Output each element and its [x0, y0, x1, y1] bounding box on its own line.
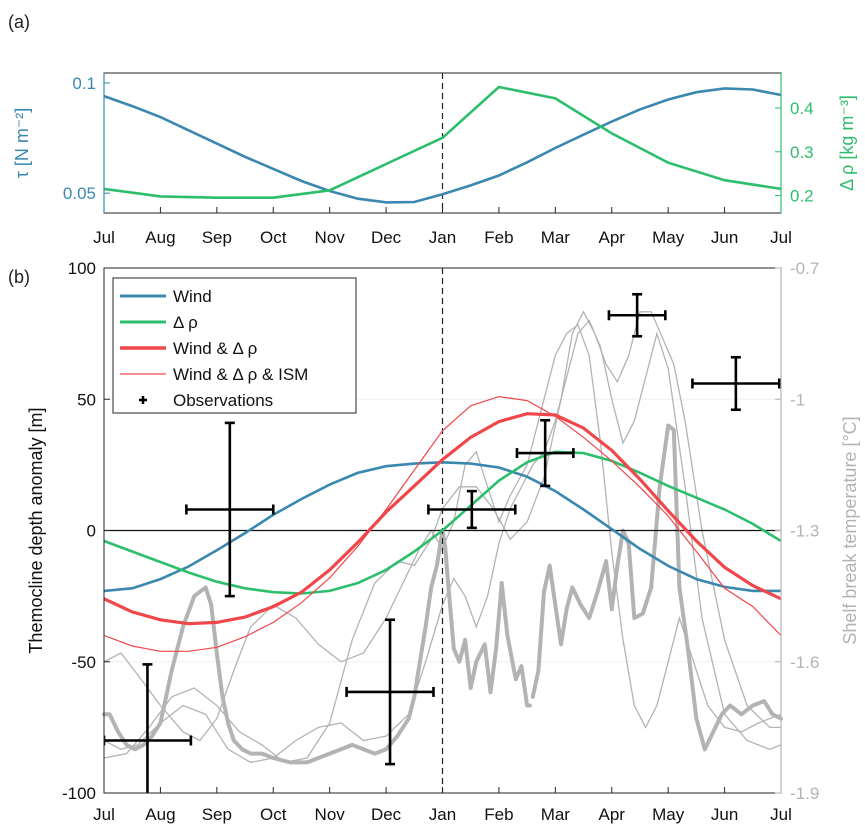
panel-b-right-axis-label: Shelf break temperature [°C]	[840, 416, 860, 644]
observation-marker	[515, 418, 575, 488]
panel-b-x-tick-label: Jun	[711, 805, 738, 824]
panel-b-observations	[104, 292, 781, 793]
legend-label-observations: Observations	[173, 391, 273, 410]
legend-label-wind: Wind	[173, 287, 212, 306]
panel-b-temperature-line-thick	[530, 423, 783, 752]
panel-b-left-tick-label: 100	[68, 259, 96, 278]
panel-b-left-tick-label: 50	[77, 390, 96, 409]
panel-b-drho-line	[103, 450, 782, 595]
panel-a-x-tick-label: Aug	[145, 228, 175, 247]
panel-a-x-tick-label: May	[652, 228, 685, 247]
observation-marker	[607, 292, 667, 338]
panel-b-wind-line	[103, 460, 781, 593]
panel-b-right-tick-label: -1.3	[790, 522, 819, 541]
panel-b-temperature-line-thin	[103, 310, 781, 764]
observation-marker	[691, 355, 781, 412]
panel-b-left-axis-label: Themocline depth anomaly [m]	[26, 407, 46, 653]
panel-b-left-tick-label: -100	[62, 784, 96, 803]
panel-a: (a) Jul Aug Sep Oct Nov Dec Jan Feb Mar Apr May Jun…	[8, 12, 857, 247]
observation-marker	[104, 663, 193, 793]
legend-swatch-observations	[139, 396, 147, 404]
panel-b-right-tick-label: -0.7	[790, 259, 819, 278]
panel-b-x-tick-label: Oct	[260, 805, 287, 824]
panel-b-x-tick-label: Sep	[202, 805, 232, 824]
panel-b-x-tick-label: Jul	[770, 805, 792, 824]
panel-b-x-tick-label: Apr	[599, 805, 626, 824]
panel-a-tau-line	[103, 87, 782, 204]
panel-a-right-tick-label: 0.3	[790, 143, 814, 162]
panel-a-x-tick-label: Feb	[484, 228, 513, 247]
panel-a-x-tick-label: Jan	[429, 228, 456, 247]
panel-b-left-tick-label: -50	[71, 653, 96, 672]
panel-a-x-tick-label: Apr	[599, 228, 626, 247]
panel-a-x-tick-label: Jul	[93, 228, 115, 247]
panel-a-left-axis-label: τ [N m⁻²]	[12, 108, 32, 179]
panel-b-temperature-line-thick	[102, 528, 532, 765]
panel-b-x-axis: Jul Aug Sep Oct Nov Dec Jan Feb Mar Apr May Jun Jul	[93, 787, 792, 824]
panel-b-x-tick-label: Feb	[484, 805, 513, 824]
panel-a-right-axis: 0.2 0.3 0.4	[775, 73, 814, 213]
panel-a-right-tick-label: 0.2	[790, 187, 814, 206]
panel-b-right-tick-label: -1	[790, 390, 805, 409]
observation-marker	[185, 421, 275, 598]
panel-b: (b) Jul Aug Sep Oct Nov Dec Jan Feb Mar Apr May Jun…	[8, 259, 860, 824]
panel-a-drho-line	[103, 85, 782, 199]
panel-b-x-tick-label: Mar	[541, 805, 571, 824]
panel-b-wind-drho-line	[103, 412, 782, 626]
observation-marker	[345, 618, 435, 766]
panel-b-right-axis: -1.9 -1.6 -1.3 -1 -0.7	[775, 259, 819, 803]
panel-b-label: (b)	[8, 267, 30, 287]
panel-b-x-tick-label: Nov	[315, 805, 346, 824]
panel-b-x-tick-label: Aug	[145, 805, 175, 824]
legend: Wind Δ ρ Wind & Δ ρ Wind & Δ ρ & ISM Obs…	[112, 277, 357, 414]
legend-label-drho: Δ ρ	[173, 313, 198, 332]
panel-b-x-tick-label: Dec	[371, 805, 402, 824]
panel-a-label: (a)	[8, 12, 30, 32]
panel-a-left-tick-label: 0.05	[63, 184, 96, 203]
panel-a-right-tick-label: 0.4	[790, 99, 814, 118]
panel-a-plot-area	[103, 73, 782, 213]
panel-a-x-tick-label: Mar	[541, 228, 571, 247]
panel-a-right-axis-label: Δ ρ [kg m⁻³]	[837, 95, 857, 191]
panel-a-x-tick-label: Oct	[260, 228, 287, 247]
panel-b-left-tick-label: 0	[87, 522, 96, 541]
panel-b-wind-drho-ism-line	[103, 395, 782, 652]
legend-label-ism: Wind & Δ ρ & ISM	[173, 365, 308, 384]
panel-b-temperature-line-thin	[103, 323, 782, 742]
panel-b-left-axis: -100 -50 0 50 100	[62, 259, 110, 803]
panel-a-x-tick-label: Nov	[315, 228, 346, 247]
legend-box	[112, 277, 357, 414]
legend-label-combined: Wind & Δ ρ	[173, 339, 257, 358]
panel-a-x-tick-label: Sep	[202, 228, 232, 247]
panel-b-right-tick-label: -1.6	[790, 653, 819, 672]
panel-b-x-tick-label: Jul	[93, 805, 115, 824]
observation-marker	[427, 489, 517, 530]
panel-b-temperature-line-thin	[103, 319, 782, 764]
panel-a-x-axis: Jul Aug Sep Oct Nov Dec Jan Feb Mar Apr May Jun Jul	[93, 207, 792, 247]
panel-b-right-tick-label: -1.9	[790, 784, 819, 803]
panel-b-x-tick-label: May	[652, 805, 685, 824]
panel-a-left-tick-label: 0.1	[72, 74, 96, 93]
panel-a-x-tick-label: Dec	[371, 228, 402, 247]
panel-a-x-tick-label: Jul	[770, 228, 792, 247]
panel-a-x-tick-label: Jun	[711, 228, 738, 247]
panel-b-x-tick-label: Jan	[429, 805, 456, 824]
panel-a-left-axis: 0.05 0.1	[63, 73, 110, 213]
